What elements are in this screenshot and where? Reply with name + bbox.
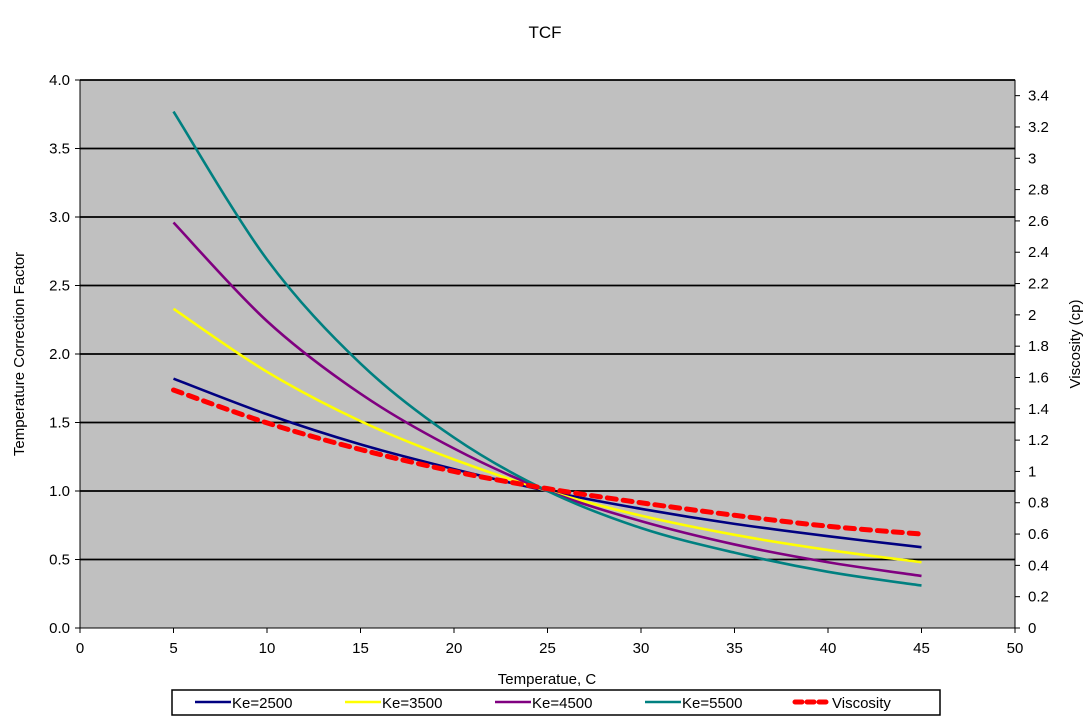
x-tick-label-10: 50: [1007, 640, 1024, 657]
y-axis-title: Temperature Correction Factor: [11, 252, 28, 456]
y2-tick-label-10: 2: [1028, 307, 1036, 324]
legend: Ke=2500 Ke=3500 Ke=4500 Ke=5500 Viscosity: [171, 689, 941, 716]
x-tick-label-2: 10: [259, 640, 276, 657]
y-tick-label-0: 0.0: [49, 620, 70, 637]
y2-tick-label-11: 2.2: [1028, 276, 1049, 293]
y-tick-label-2: 1.0: [49, 483, 70, 500]
y2-tick-label-7: 1.4: [1028, 401, 1049, 418]
axes: [75, 79, 1020, 633]
x-tick-label-7: 35: [726, 640, 743, 657]
chart-title: TCF: [528, 23, 561, 42]
legend-label-ke-4500: Ke=4500: [532, 695, 592, 712]
legend-label-ke-3500: Ke=3500: [382, 695, 442, 712]
y2-tick-label-6: 1.2: [1028, 432, 1049, 449]
y2-tick-label-9: 1.8: [1028, 338, 1049, 355]
y2-axis-title: Viscosity (cp): [1067, 300, 1084, 389]
y-tick-label-8: 4.0: [49, 72, 70, 89]
y-tick-label-7: 3.5: [49, 141, 70, 158]
x-tick-label-9: 45: [913, 640, 930, 657]
y-tick-label-1: 0.5: [49, 552, 70, 569]
x-tick-labels: 0 5 10 15 20 25 30 35 40 45 50: [76, 640, 1024, 657]
y-tick-label-6: 3.0: [49, 209, 70, 226]
y2-tick-label-2: 0.4: [1028, 557, 1049, 574]
legend-label-ke-5500: Ke=5500: [682, 695, 742, 712]
series-lines: [171, 110, 924, 587]
legend-label-viscosity: Viscosity: [832, 695, 891, 712]
y2-tick-label-0: 0: [1028, 620, 1036, 637]
y-tick-labels: 0.0 0.5 1.0 1.5 2.0 2.5 3.0 3.5 4.0: [49, 72, 70, 637]
y2-tick-label-14: 2.8: [1028, 182, 1049, 199]
y2-tick-label-1: 0.2: [1028, 589, 1049, 606]
x-tick-label-3: 15: [352, 640, 369, 657]
y2-tick-label-3: 0.6: [1028, 526, 1049, 543]
y2-tick-label-5: 1: [1028, 463, 1036, 480]
y-tick-label-4: 2.0: [49, 346, 70, 363]
x-tick-label-1: 5: [169, 640, 177, 657]
x-axis-title: Temperatue, C: [498, 671, 597, 688]
x-tick-label-4: 20: [446, 640, 463, 657]
legend-label-ke-2500: Ke=2500: [232, 695, 292, 712]
y2-tick-label-17: 3.4: [1028, 88, 1049, 105]
x-tick-label-0: 0: [76, 640, 84, 657]
y2-tick-labels: 0 0.2 0.4 0.6 0.8 1 1.2 1.4 1.6 1.8 2 2.2 2.4 2.6 2.8 3…: [1028, 88, 1049, 637]
x-tick-label-5: 25: [539, 640, 556, 657]
y2-tick-label-4: 0.8: [1028, 495, 1049, 512]
y2-tick-label-15: 3: [1028, 150, 1036, 167]
x-tick-label-8: 40: [820, 640, 837, 657]
series-line-ke-5500: [172, 110, 922, 587]
y-tick-label-3: 1.5: [49, 415, 70, 432]
y2-tick-label-16: 3.2: [1028, 119, 1049, 136]
series-line-viscosity: [171, 387, 924, 537]
y-tick-label-5: 2.5: [49, 278, 70, 295]
y2-tick-label-13: 2.6: [1028, 213, 1049, 230]
x-tick-label-6: 30: [633, 640, 650, 657]
y2-tick-label-12: 2.4: [1028, 244, 1049, 261]
grid-lines: [80, 79, 1015, 561]
y2-tick-label-8: 1.6: [1028, 369, 1049, 386]
